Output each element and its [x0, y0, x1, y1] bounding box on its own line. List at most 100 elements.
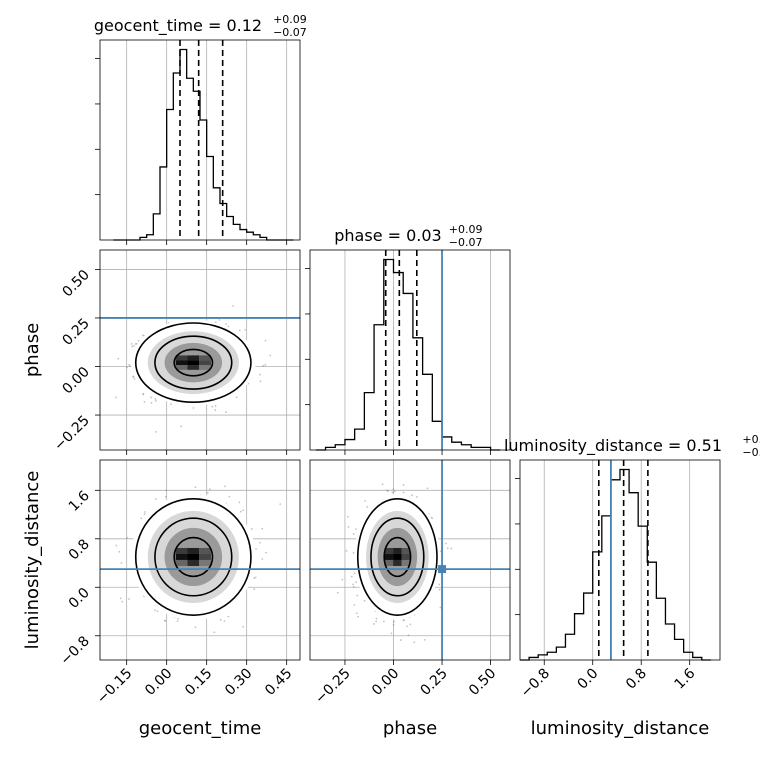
x-tick-label: 0.45: [262, 666, 295, 699]
sample-point: [364, 499, 367, 502]
hist-bar: [638, 526, 647, 660]
hist-bar: [620, 470, 629, 660]
sample-point: [163, 619, 166, 622]
density-cell: [393, 559, 402, 566]
sample-point: [96, 354, 98, 356]
hist-panel-geocent_time: geocent_time = 0.12 +0.09−0.07: [94, 13, 307, 245]
density-cell: [401, 547, 411, 554]
sample-point: [132, 376, 134, 378]
sample-point: [423, 638, 426, 641]
sample-point: [352, 583, 354, 586]
sample-point: [355, 612, 358, 615]
hist-bar: [432, 421, 442, 450]
hist-bar: [538, 655, 547, 660]
sample-point: [213, 631, 216, 634]
sample-point: [118, 550, 121, 553]
density-cell: [199, 559, 211, 566]
sample-point: [357, 615, 359, 618]
density-cell: [384, 547, 394, 554]
sample-point: [128, 598, 130, 600]
sample-point: [130, 342, 133, 345]
sample-point: [383, 620, 385, 623]
panel-content: [310, 460, 510, 660]
sample-point: [446, 547, 449, 550]
sample-point: [194, 626, 197, 629]
x-axis-label: phase: [383, 718, 437, 739]
y-tick-label: −0.25: [51, 413, 93, 455]
sample-point: [225, 411, 227, 414]
x-tick-label: −0.8: [518, 666, 553, 701]
sample-point: [142, 393, 145, 396]
sample-point: [341, 578, 344, 581]
panel-frame: [99, 459, 301, 661]
sample-point: [180, 425, 183, 428]
density-cell: [393, 547, 402, 554]
sample-point: [356, 594, 359, 597]
hist-bar: [187, 78, 194, 240]
hist-bar: [180, 50, 187, 240]
hist-bar: [684, 652, 693, 660]
hist-bar: [547, 652, 556, 660]
sample-point: [431, 517, 434, 520]
sample-point: [238, 501, 241, 504]
hist-bar: [147, 235, 154, 240]
hist-bar: [584, 593, 593, 660]
sample-point: [261, 558, 264, 560]
density-cell: [175, 365, 188, 370]
hist-bar: [611, 480, 620, 660]
sample-point: [225, 323, 228, 326]
sample-point: [224, 485, 226, 488]
sample-point: [392, 623, 395, 626]
sample-point: [155, 430, 158, 433]
density-cell: [401, 559, 411, 566]
sample-point: [253, 577, 256, 580]
sample-point: [126, 366, 128, 369]
sample-point: [254, 576, 257, 579]
density-cell: [199, 355, 211, 361]
density-cell: [175, 360, 188, 366]
density-cell: [187, 553, 200, 560]
sample-point: [117, 357, 120, 360]
sample-point: [355, 581, 357, 583]
panel-frame: [309, 249, 511, 451]
density-cell: [175, 559, 188, 566]
sample-point: [264, 339, 267, 342]
hist-bar: [442, 437, 452, 450]
sample-point: [445, 542, 448, 545]
density-cell: [175, 553, 188, 560]
sample-point: [192, 407, 195, 409]
panel-title: phase = 0.03: [334, 226, 441, 245]
hist-bar: [247, 232, 254, 240]
x-axis-luminosity_distance: −0.8 0.0 0.8 1.6 luminosity_distance: [518, 665, 710, 739]
title-upper-error: +0.09: [273, 13, 307, 26]
title-upper-error: +0.40: [742, 433, 760, 446]
hist-bar: [565, 634, 574, 660]
hist-bar: [461, 445, 471, 450]
sample-point: [128, 363, 131, 366]
hist-bar: [233, 224, 240, 240]
sample-point: [258, 541, 261, 544]
sample-point: [450, 547, 453, 550]
hist-bar: [665, 624, 674, 660]
sample-point: [438, 583, 441, 586]
hist-bar: [374, 325, 384, 450]
hist-bar: [335, 445, 345, 450]
sample-point: [363, 599, 366, 602]
sample-point: [265, 551, 268, 554]
panel-phase-vs-geocent_time: [95, 249, 301, 455]
panel-luminosity_distance-vs-phase: [309, 459, 511, 665]
sample-point: [255, 548, 257, 550]
y-axis-label: luminosity_distance: [22, 471, 43, 650]
x-tick-label: 0.50: [466, 666, 499, 699]
density-cell: [199, 547, 211, 554]
histogram-step: [315, 258, 501, 451]
sample-point: [150, 396, 152, 399]
y-tick-label: 0.0: [66, 585, 93, 612]
sample-point: [131, 345, 134, 348]
sample-point: [144, 511, 146, 513]
sample-point: [223, 620, 226, 623]
contour-line: [154, 517, 233, 597]
panel-content: [96, 305, 300, 433]
title-upper-error: +0.09: [449, 223, 483, 236]
